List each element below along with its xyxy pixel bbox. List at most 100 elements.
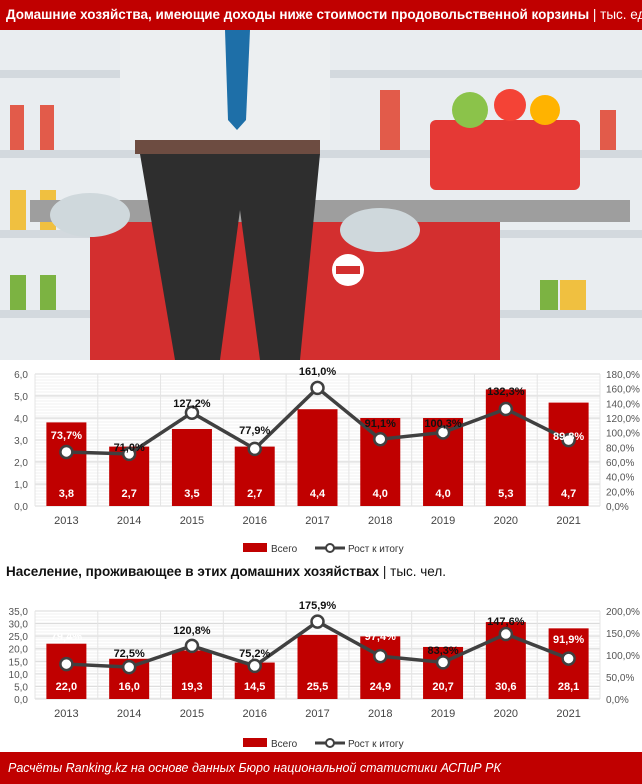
bar — [46, 643, 87, 699]
bar-value-label: 30,6 — [495, 681, 516, 693]
growth-point — [59, 444, 74, 460]
growth-value-label: 97,4% — [365, 631, 396, 643]
bar-value-label: 20,7 — [432, 681, 453, 693]
y2-tick-label: 200,0% — [606, 607, 640, 618]
y-tick-label: 5,0 — [14, 392, 28, 403]
y-tick-label: 30,0 — [9, 620, 29, 631]
chart-svg: 0,0 5,010,0 15,020,0 25,030,0 35,0 0,0% 50,0% 1… — [9, 600, 640, 750]
legend-line-label: Рост к итогу — [348, 544, 404, 555]
x-tick-label: 2015 — [180, 708, 204, 720]
x-tick-label: 2016 — [242, 515, 266, 527]
growth-value-label: 175,9% — [299, 600, 337, 612]
growth-point — [247, 441, 262, 457]
growth-value-label: 161,0% — [299, 366, 337, 378]
y2-tick-label: 120,0% — [606, 414, 640, 425]
y2-tick-label: 150,0% — [606, 629, 640, 640]
page-title: Домашние хозяйства, имеющие доходы ниже … — [6, 7, 590, 22]
bar — [297, 634, 338, 699]
growth-value-label: 89,8% — [553, 431, 584, 443]
bar-value-label: 4,4 — [310, 488, 326, 500]
y2-tick-label: 140,0% — [606, 399, 640, 410]
growth-value-label: 72,5% — [114, 648, 145, 660]
bar-value-label: 3,5 — [184, 488, 199, 500]
y-tick-label: 0,0 — [14, 695, 28, 706]
y2-tick-label: 160,0% — [606, 385, 640, 396]
y2-tick-label: 40,0% — [606, 473, 634, 484]
y-tick-label: 2,0 — [14, 458, 28, 469]
growth-value-label: 147,6% — [487, 616, 525, 628]
y2-tick-label: 60,0% — [606, 458, 634, 469]
growth-value-label: 100,3% — [424, 418, 462, 430]
growth-value-label: 132,3% — [487, 386, 525, 398]
x-tick-label: 2021 — [556, 708, 580, 720]
growth-value-label: 127,2% — [173, 398, 211, 410]
bar — [548, 402, 589, 506]
bar-value-label: 14,5 — [244, 681, 265, 693]
y-tick-label: 20,0 — [9, 645, 29, 656]
x-tick-label: 2018 — [368, 708, 392, 720]
bar-value-label: 28,1 — [558, 681, 579, 693]
chart-svg: 0,0 1,0 2,0 3,0 4,0 5,0 6,0 0,0% 20,0% 40,0% 60,0%… — [14, 366, 640, 555]
bar-value-label: 22,0 — [56, 681, 77, 693]
x-tick-label: 2019 — [431, 708, 455, 720]
supermarket-illustration — [0, 30, 642, 360]
bar-value-label: 4,0 — [373, 488, 388, 500]
y2-tick-label: 100,0% — [606, 429, 640, 440]
source-footer: Расчёты Ranking.kz на основе данных Бюро… — [0, 752, 642, 784]
title-bar: Домашние хозяйства, имеющие доходы ниже … — [0, 0, 642, 30]
y-tick-label: 0,0 — [14, 502, 28, 513]
growth-point — [310, 614, 325, 629]
growth-value-label: 120,8% — [173, 625, 211, 637]
bar-value-label: 2,7 — [247, 488, 262, 500]
subtitle-text: Население, проживающее в этих домашних х… — [6, 564, 380, 579]
growth-point — [184, 638, 200, 654]
growth-point — [121, 659, 137, 675]
growth-point — [435, 425, 451, 440]
y2-tick-label: 180,0% — [606, 370, 640, 381]
x-tick-label: 2019 — [431, 515, 455, 527]
growth-point — [310, 380, 325, 396]
legend-line-marker — [325, 543, 335, 553]
y-tick-label: 3,0 — [14, 436, 28, 447]
y2-tick-label: 0,0% — [606, 502, 629, 513]
x-tick-label: 2016 — [242, 708, 266, 720]
y2-tick-label: 50,0% — [606, 673, 634, 684]
legend-line-marker — [325, 738, 335, 748]
bar — [171, 650, 212, 699]
bar-value-label: 4,7 — [561, 488, 576, 500]
y2-tick-label: 80,0% — [606, 443, 634, 454]
growth-value-label: 73,7% — [51, 430, 82, 442]
x-tick-label: 2014 — [117, 708, 141, 720]
legend-bar-label: Всего — [271, 739, 298, 750]
growth-value-label: 83,3% — [427, 645, 458, 657]
x-tick-label: 2018 — [368, 515, 392, 527]
growth-point — [59, 656, 74, 672]
bar-value-label: 3,8 — [59, 488, 74, 500]
growth-value-label: 91,1% — [365, 418, 396, 430]
bar — [171, 429, 212, 506]
x-tick-label: 2013 — [54, 708, 78, 720]
illustration-graphic — [0, 30, 642, 360]
growth-value-label: 77,9% — [239, 425, 270, 437]
x-tick-label: 2020 — [494, 708, 518, 720]
growth-point — [184, 405, 200, 420]
bar-value-label: 24,9 — [370, 681, 391, 693]
growth-point — [373, 648, 388, 664]
growth-value-label: 91,9% — [553, 634, 584, 646]
y-tick-label: 6,0 — [14, 370, 28, 381]
households-chart: 0,0 1,0 2,0 3,0 4,0 5,0 6,0 0,0% 20,0% 40,0% 60,0%… — [0, 360, 642, 555]
growth-point — [561, 651, 576, 666]
population-chart-title: Население, проживающее в этих домашних х… — [6, 564, 446, 579]
y-tick-label: 4,0 — [14, 414, 28, 425]
growth-point — [435, 655, 451, 670]
growth-point — [498, 401, 514, 417]
bar-value-label: 2,7 — [122, 488, 137, 500]
growth-value-label: 75,2% — [239, 648, 270, 660]
y-tick-label: 25,0 — [9, 632, 29, 643]
y-tick-label: 5,0 — [14, 682, 28, 693]
bar-value-label: 25,5 — [307, 681, 328, 693]
x-tick-label: 2021 — [556, 515, 580, 527]
legend-line-label: Рост к итогу — [348, 739, 404, 750]
growth-value-label: 79,4% — [51, 631, 82, 643]
